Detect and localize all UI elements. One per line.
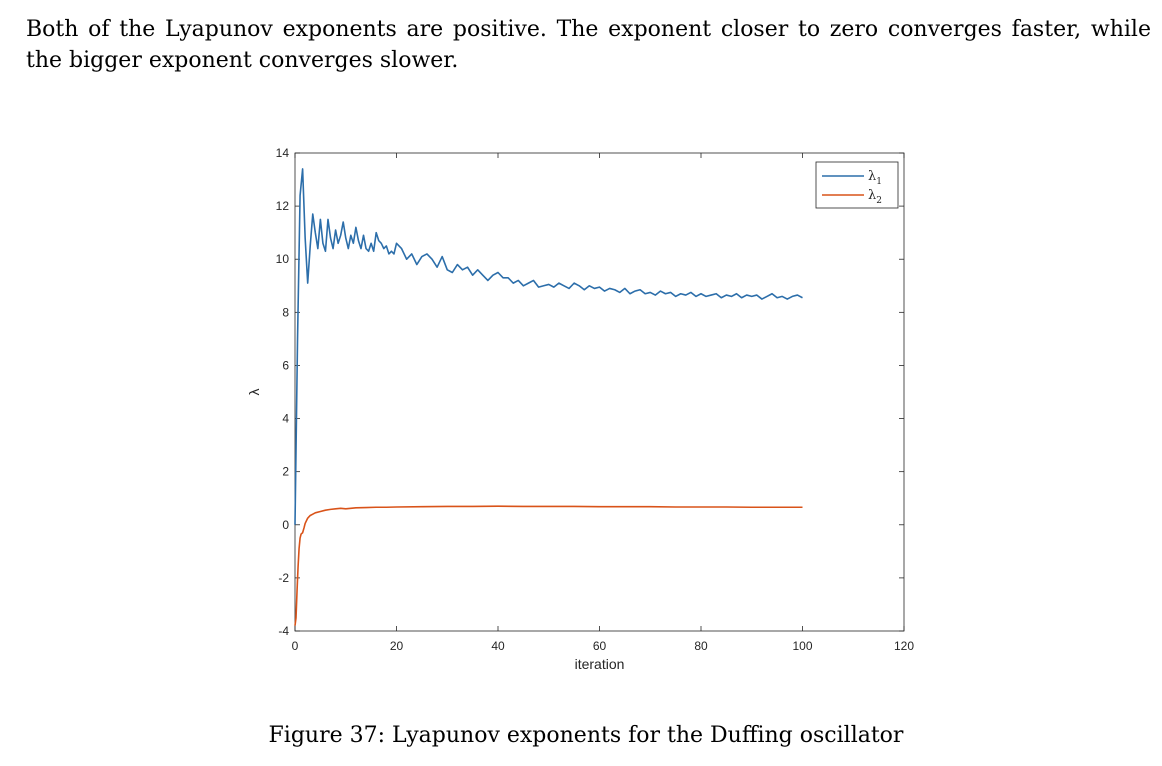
y-tick-label: 8	[282, 305, 289, 319]
y-tick-label: -4	[278, 624, 289, 638]
figure-caption: Figure 37: Lyapunov exponents for the Du…	[268, 723, 904, 748]
series-line-2	[294, 505, 803, 626]
y-tick-label: 10	[276, 252, 290, 266]
y-tick-label: 2	[282, 465, 289, 479]
x-axis-label: iteration	[575, 656, 625, 672]
y-tick-label: 12	[276, 199, 290, 213]
legend-entry-symbol: λ	[868, 169, 876, 184]
x-tick-label: 120	[894, 639, 914, 653]
y-tick-label: -2	[278, 571, 289, 585]
legend-entry: λ2	[868, 188, 882, 206]
x-tick-label: 0	[292, 639, 299, 653]
x-tick-label: 20	[390, 639, 404, 653]
y-tick-label: 14	[276, 146, 290, 160]
x-tick-label: 100	[792, 639, 812, 653]
chart-container: 0 20 40 60 80 100 120 -4 -2 0 2 4 6 8 10 12 14 iteration λ…	[240, 140, 930, 685]
x-tick-label: 40	[491, 639, 505, 653]
legend-entry-subscript: 2	[876, 196, 882, 206]
legend-entry: λ1	[868, 169, 882, 187]
series-line-1	[294, 168, 803, 525]
y-tick-label: 4	[282, 412, 289, 426]
lyapunov-chart: 0 20 40 60 80 100 120-4-202468101214iterationλ…	[246, 146, 914, 672]
plot-area-frame	[294, 152, 905, 632]
body-paragraph: Both of the Lyapunov exponents are posit…	[26, 17, 1151, 73]
legend-entry-subscript: 1	[876, 177, 882, 187]
legend-box	[815, 161, 899, 209]
y-tick-label: 0	[282, 518, 289, 532]
y-axis-label: λ	[246, 389, 262, 396]
x-tick-label: 80	[694, 639, 708, 653]
y-tick-label: 6	[282, 358, 289, 372]
legend-entry-symbol: λ	[868, 188, 876, 203]
x-tick-label: 60	[593, 639, 607, 653]
